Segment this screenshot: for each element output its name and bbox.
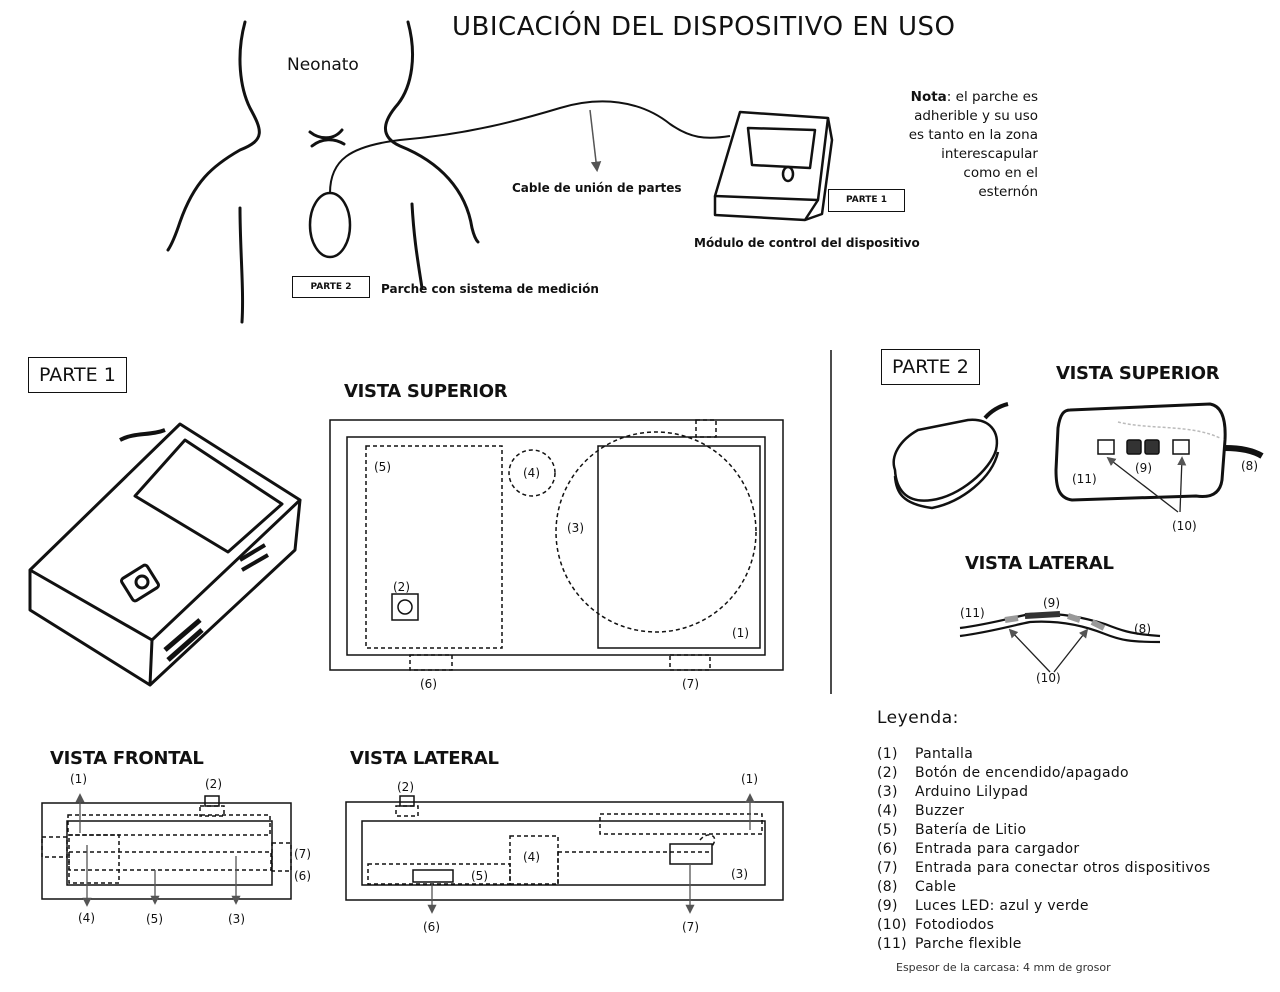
p2-lat-label-10: (10) <box>1036 671 1061 685</box>
p2-lat-label-11: (11) <box>960 606 985 620</box>
patch-on-body <box>308 191 352 259</box>
parte1-side-view <box>345 795 784 901</box>
note-line: esternón <box>978 184 1038 200</box>
heading-p1-vista-frontal: VISTA FRONTAL <box>50 748 204 769</box>
legend-item: (3) Arduino Lilypad <box>877 784 1029 800</box>
cable-pointer-arrow <box>589 109 602 173</box>
front-label-6: (6) <box>294 869 311 883</box>
note-line: interescapular <box>941 146 1038 162</box>
label-neonato: Neonato <box>287 55 359 75</box>
sup-label-2: (2) <box>393 580 410 594</box>
control-module-sketch <box>713 110 834 222</box>
note-line: es tanto en la zona <box>908 127 1038 143</box>
legend-item: (2) Botón de encendido/apagado <box>877 765 1129 781</box>
parte2-patch-sketch <box>892 402 1009 510</box>
legend-footnote: Espesor de la carcasa: 4 mm de grosor <box>896 961 1111 974</box>
legend-item: (10) Fotodiodos <box>877 917 995 933</box>
parte2-top-leds <box>1097 421 1221 455</box>
parte2-side-view <box>959 611 1161 644</box>
legend-item: (4) Buzzer <box>877 803 965 819</box>
heading-p2-vista-lateral: VISTA LATERAL <box>965 553 1114 574</box>
lat-label-4: (4) <box>523 850 540 864</box>
p2-sup-label-9: (9) <box>1135 461 1152 475</box>
heading-p1-vista-superior: VISTA SUPERIOR <box>344 381 508 402</box>
lat-label-7: (7) <box>682 920 699 934</box>
header-parte2: PARTE 2 <box>881 349 980 385</box>
parte1-side-arrows <box>427 793 755 914</box>
note-line: adherible y su uso <box>914 108 1038 124</box>
lat-label-2: (2) <box>397 780 414 794</box>
p2-sup-label-10: (10) <box>1172 519 1197 533</box>
sup-label-1: (1) <box>732 626 749 640</box>
parte1-front-view <box>41 795 292 900</box>
legend-item: (6) Entrada para cargador <box>877 841 1080 857</box>
label-parche: Parche con sistema de medición <box>381 282 599 296</box>
front-label-7: (7) <box>294 847 311 861</box>
heading-p2-vista-superior: VISTA SUPERIOR <box>1056 363 1220 384</box>
parte2-side-arrows <box>1008 628 1089 673</box>
note-line: : el parche es <box>946 89 1038 105</box>
parte1-top-view <box>329 419 784 671</box>
neonate-sketch <box>166 20 480 324</box>
sup-label-3: (3) <box>567 521 584 535</box>
tag-parte2: PARTE 2 <box>292 276 370 298</box>
parte1-front-arrows <box>75 793 241 907</box>
front-label-1: (1) <box>70 772 87 786</box>
lat-label-1: (1) <box>741 772 758 786</box>
sup-label-7: (7) <box>682 677 699 691</box>
front-label-5: (5) <box>146 912 163 926</box>
p2-lat-label-8: (8) <box>1134 622 1151 636</box>
p2-sup-label-8: (8) <box>1241 459 1258 473</box>
front-label-2: (2) <box>205 777 222 791</box>
note-bold: Nota <box>910 89 947 105</box>
front-label-4: (4) <box>78 911 95 925</box>
sup-label-5: (5) <box>374 460 391 474</box>
note-line: como en el <box>963 165 1038 181</box>
usage-note: Nota: el parche es adherible y su uso es… <box>880 88 1038 202</box>
connection-cable <box>329 100 731 194</box>
legend-item: (1) Pantalla <box>877 746 974 762</box>
legend-title: Leyenda: <box>877 708 959 728</box>
parte1-device-sketch <box>28 422 302 687</box>
p2-lat-label-9: (9) <box>1043 596 1060 610</box>
page-title: UBICACIÓN DEL DISPOSITIVO EN USO <box>452 12 956 42</box>
legend-item: (8) Cable <box>877 879 957 895</box>
legend-item: (9) Luces LED: azul y verde <box>877 898 1089 914</box>
sup-label-4: (4) <box>523 466 540 480</box>
header-parte1: PARTE 1 <box>28 357 127 393</box>
label-modulo: Módulo de control del dispositivo <box>694 236 920 250</box>
heading-p1-vista-lateral: VISTA LATERAL <box>350 748 499 769</box>
lat-label-5: (5) <box>471 869 488 883</box>
legend-item: (5) Batería de Litio <box>877 822 1027 838</box>
tag-parte1: PARTE 1 <box>828 189 905 212</box>
front-label-3: (3) <box>228 912 245 926</box>
label-cable: Cable de unión de partes <box>512 181 682 195</box>
p2-sup-label-11: (11) <box>1072 472 1097 486</box>
sup-label-6: (6) <box>420 677 437 691</box>
lat-label-3: (3) <box>731 867 748 881</box>
parte2-top-arrows <box>1106 456 1187 513</box>
lat-label-6: (6) <box>423 920 440 934</box>
legend-item: (11) Parche flexible <box>877 936 1022 952</box>
parte2-top-view <box>1054 402 1264 502</box>
legend-item: (7) Entrada para conectar otros dispositi… <box>877 860 1211 876</box>
